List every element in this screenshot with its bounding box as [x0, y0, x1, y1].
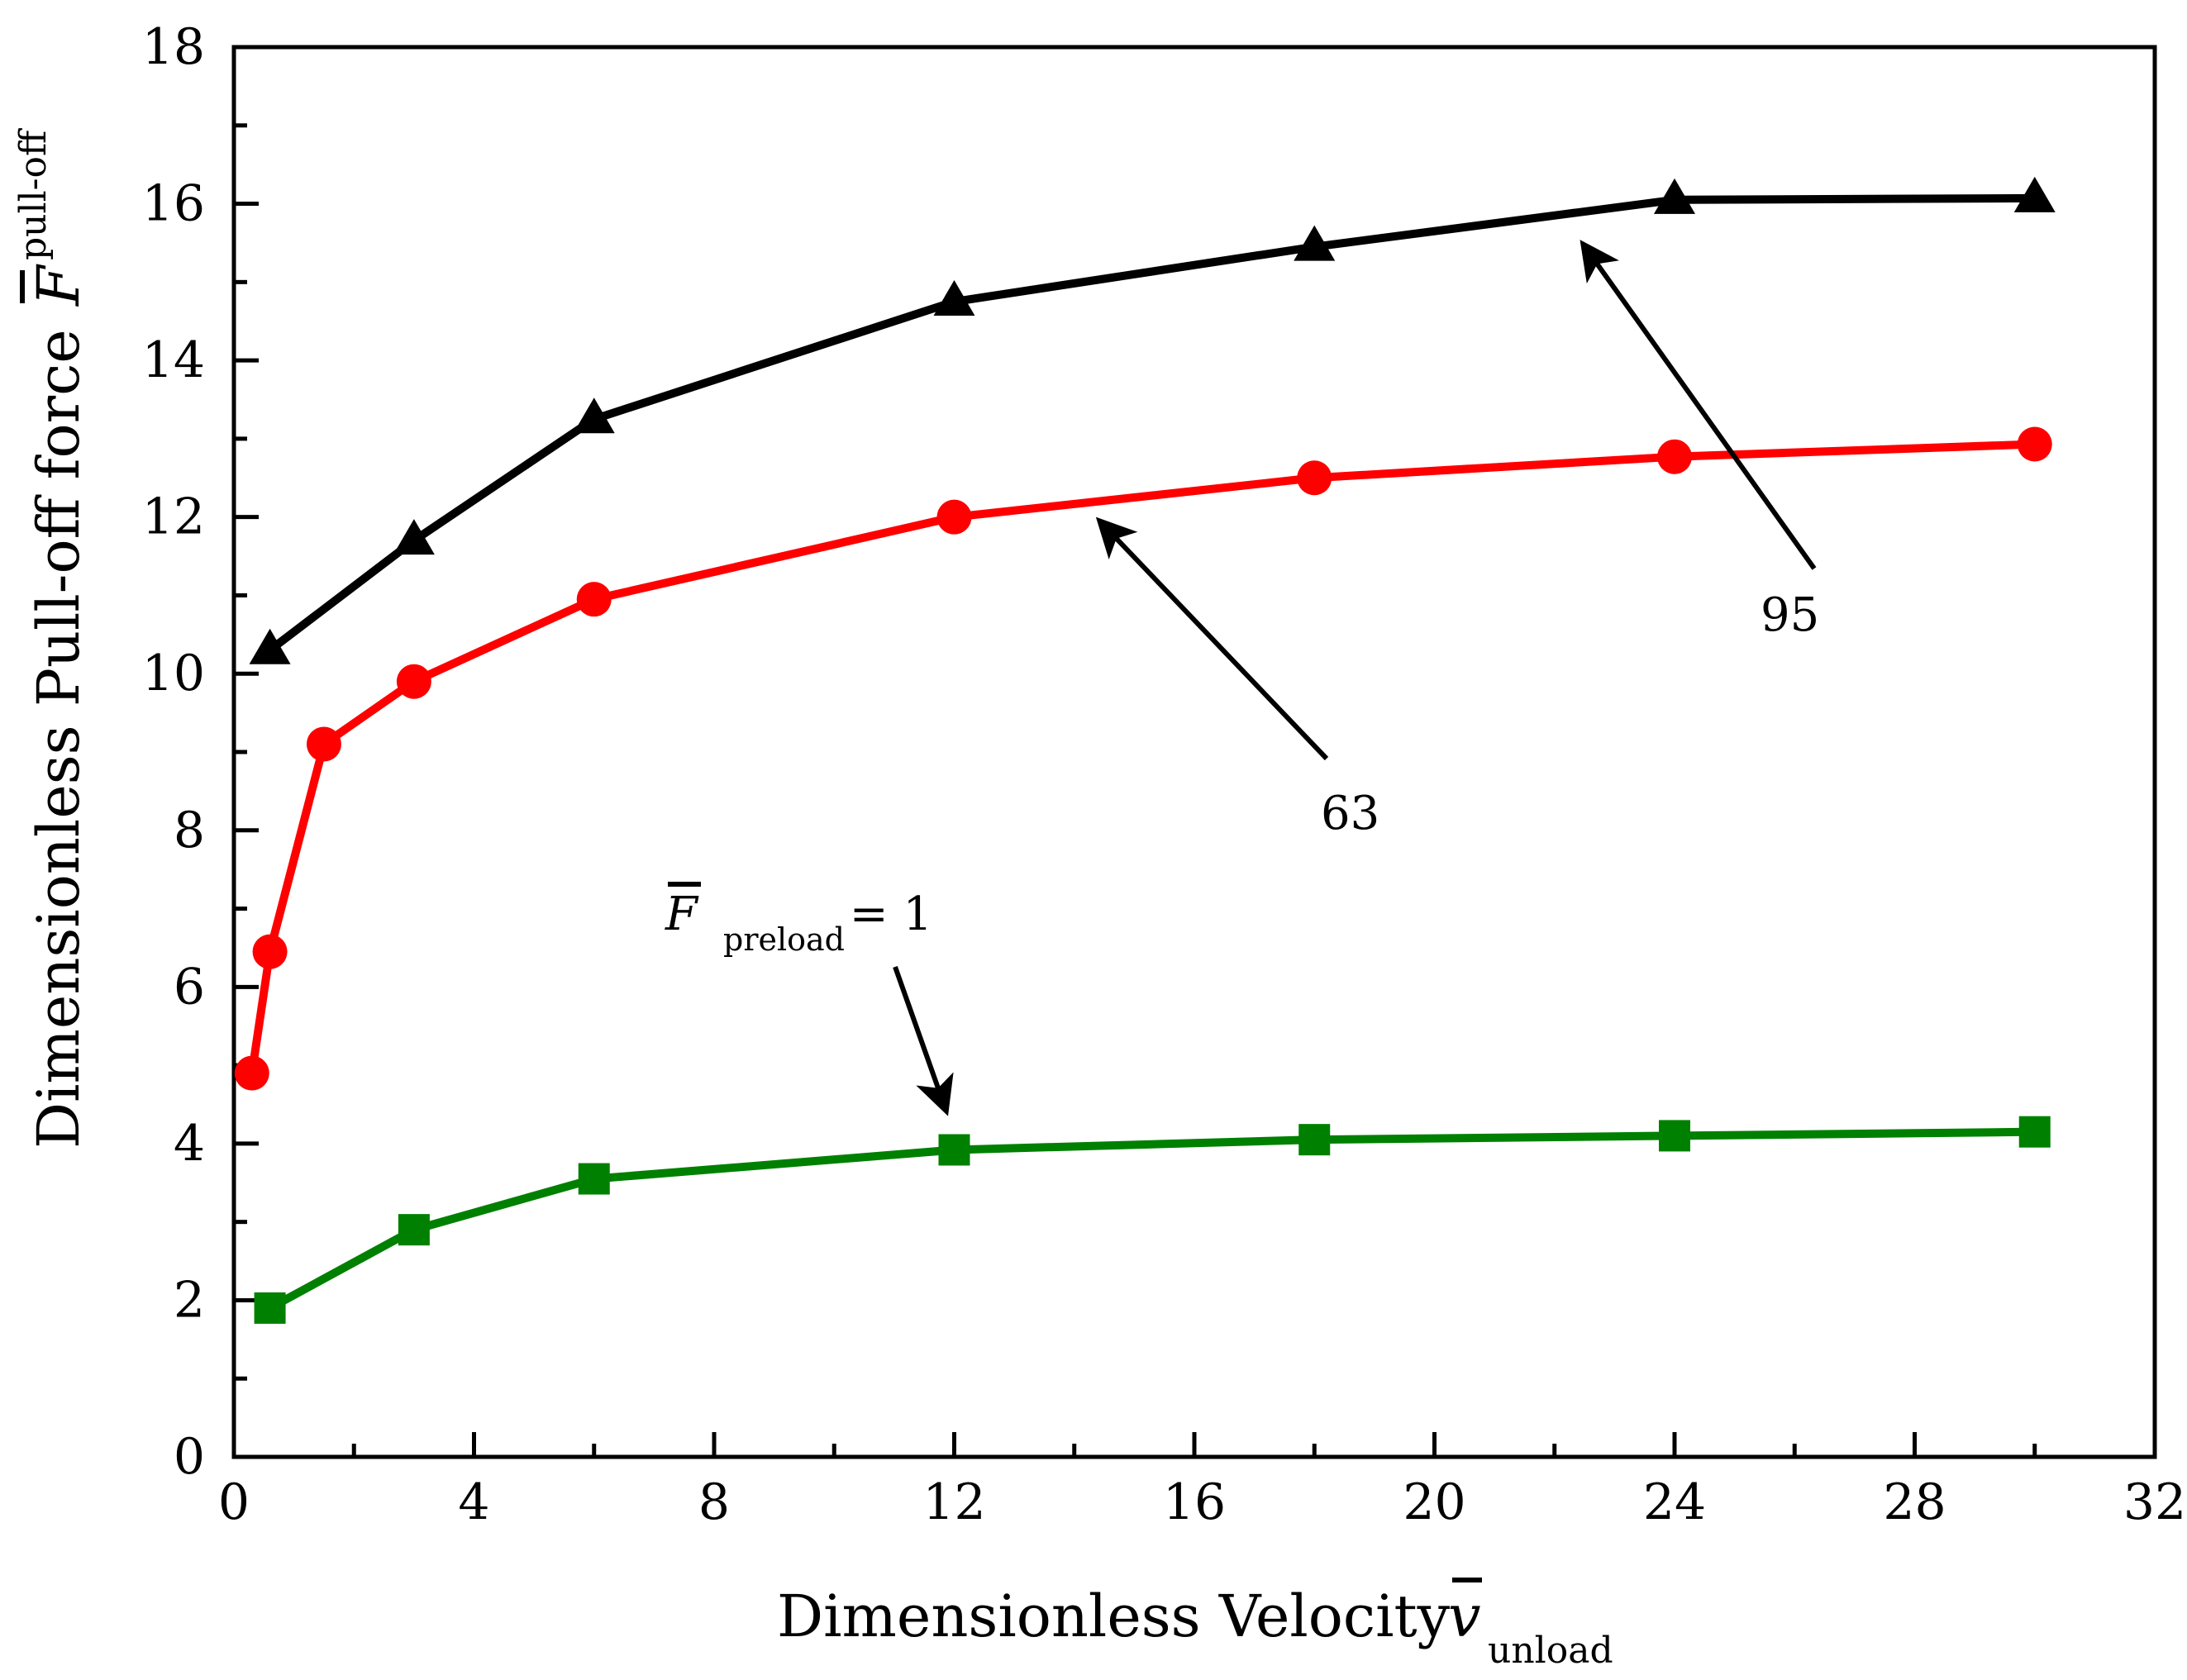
data-point	[393, 519, 435, 555]
data-point	[1298, 1124, 1331, 1156]
annotation-preload-suffix: = 1	[835, 888, 932, 941]
data-point	[576, 582, 612, 617]
data-point	[936, 499, 972, 535]
x-tick-label: 16	[1163, 1473, 1226, 1531]
series-triangle	[249, 176, 2056, 664]
x-tick-label: 12	[922, 1473, 985, 1531]
data-point	[252, 934, 288, 969]
y-tick-label: 8	[174, 802, 205, 859]
data-point	[573, 397, 615, 434]
x-axis-title-text: Dimensionless Velocity	[777, 1582, 1451, 1650]
data-point	[249, 628, 291, 664]
series-line	[247, 440, 2035, 1074]
x-axis-subscript: unload	[1488, 1630, 1613, 1672]
x-tick-label: 0	[218, 1473, 250, 1531]
data-point	[578, 1163, 610, 1195]
data-point	[1654, 178, 1695, 214]
data-point	[234, 1055, 269, 1091]
annotation-label-63: 63	[1321, 787, 1379, 840]
annotation-label-95: 95	[1761, 588, 1819, 642]
y-axis-title: Dimensionless Pull-off force F pull-off	[12, 128, 93, 1149]
annotation-preload-label: F preload = 1	[665, 882, 932, 958]
data-point	[1294, 225, 1336, 261]
y-axis-symbol: F	[25, 264, 93, 307]
y-axis-subscript: pull-off	[12, 128, 55, 260]
data-point	[938, 1134, 970, 1166]
y-tick-label: 14	[142, 331, 205, 389]
x-tick-label: 8	[698, 1473, 730, 1531]
series-line	[267, 193, 2035, 654]
x-tick-label: 20	[1403, 1473, 1465, 1531]
x-axis-title: Dimensionless Velocity v unload	[777, 1578, 1613, 1672]
x-tick-label: 24	[1643, 1473, 1706, 1531]
data-point	[396, 664, 431, 699]
data-point	[1297, 460, 1332, 496]
x-tick-label: 28	[1883, 1473, 1946, 1531]
data-point	[1659, 1120, 1690, 1152]
data-point	[1657, 439, 1692, 474]
annotations: 95 63 F preload = 1	[665, 240, 1819, 1116]
data-point	[2017, 426, 2052, 462]
annotation-preload-symbol: F	[665, 888, 699, 941]
data-point	[2018, 1116, 2051, 1148]
data-point	[398, 1214, 430, 1246]
x-axis-ticks: 0 4 8 12 16 20 24 28 32	[218, 1432, 2186, 1531]
annotation-arrow-95	[1580, 240, 1817, 570]
y-tick-label: 2	[174, 1271, 205, 1329]
y-tick-label: 18	[142, 18, 205, 76]
series-line	[268, 1127, 2035, 1312]
series-circle	[234, 426, 2052, 1091]
y-tick-label: 4	[174, 1115, 205, 1173]
series-layer	[234, 176, 2056, 1324]
x-tick-label: 32	[2123, 1473, 2186, 1531]
data-point	[2013, 176, 2056, 212]
y-axis-ticks: 0 2 4 6 8 10 12 14 16 18	[142, 18, 259, 1486]
x-axis-symbol: v	[1448, 1582, 1481, 1650]
data-point	[933, 280, 975, 316]
plot-frame	[231, 45, 2157, 1459]
series-square	[254, 1116, 2051, 1324]
annotation-preload-subscript: preload	[723, 921, 845, 958]
y-tick-label: 6	[174, 958, 205, 1016]
annotation-arrow-63	[1095, 516, 1329, 761]
y-tick-label: 12	[142, 488, 205, 546]
annotation-arrow-preload	[893, 965, 954, 1116]
x-tick-label: 4	[458, 1473, 489, 1531]
data-point	[254, 1292, 286, 1324]
y-tick-label: 16	[142, 175, 205, 233]
data-point	[306, 726, 341, 762]
y-tick-label: 0	[174, 1428, 205, 1486]
y-axis-title-text: Dimensionless Pull-off force	[25, 329, 93, 1149]
y-tick-label: 10	[142, 645, 205, 702]
